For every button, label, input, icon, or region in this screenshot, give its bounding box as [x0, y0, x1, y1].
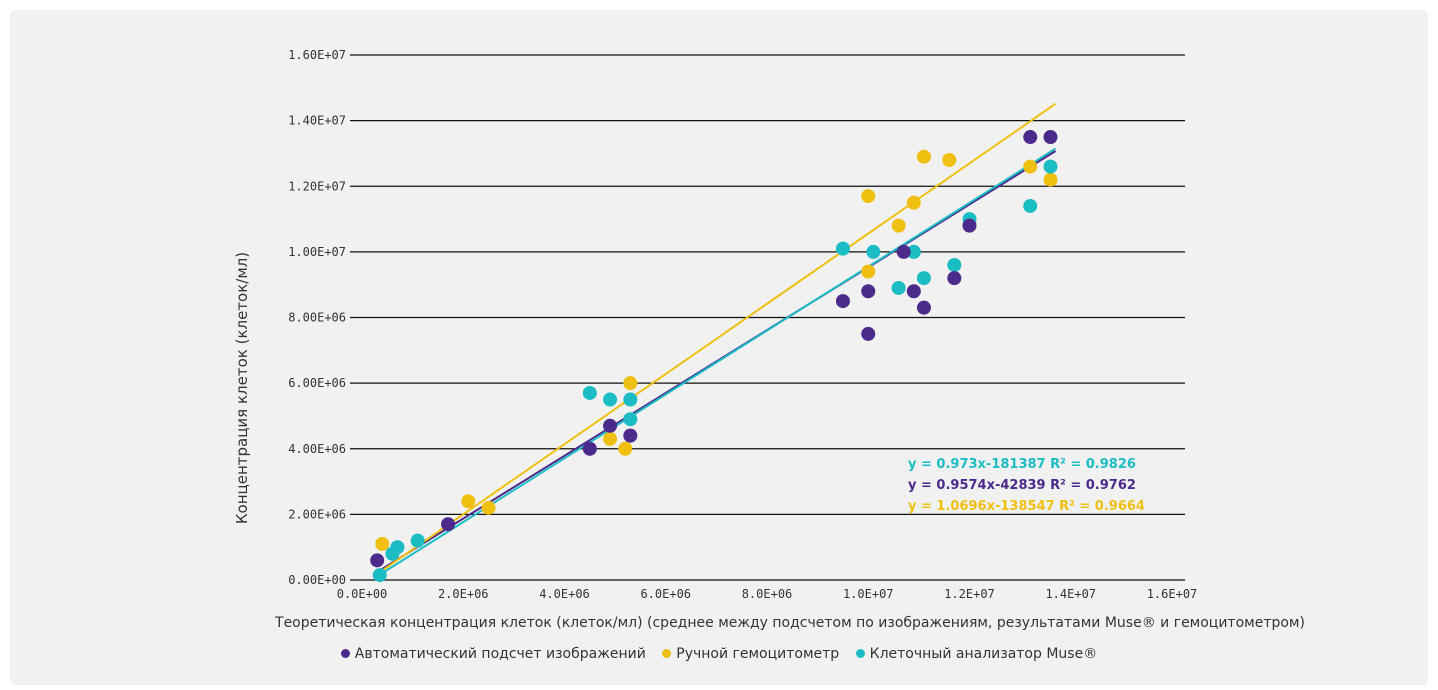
point-s1-3 — [603, 431, 618, 446]
data-points — [370, 130, 1058, 583]
x-tick-label-6: 1.2E+07 — [944, 587, 995, 601]
point-s1-6 — [861, 189, 876, 204]
point-s2-15 — [1023, 198, 1038, 213]
point-s2-3 — [410, 533, 425, 548]
legend-label-muse: Клеточный анализатор Muse® — [869, 646, 1098, 662]
point-s1-4 — [618, 441, 633, 456]
point-s2-13 — [947, 258, 962, 272]
point-s2-6 — [623, 392, 638, 407]
point-s1-0 — [375, 536, 390, 551]
x-tick-label-0: 0.0E+00 — [337, 587, 388, 601]
point-s0-7 — [861, 326, 876, 341]
point-s1-5 — [623, 376, 638, 391]
point-s0-13 — [1023, 130, 1038, 145]
legend-item-auto: Автоматический подсчет изображений — [340, 646, 646, 662]
y-tick-label-4: 8.00E+06 — [288, 311, 346, 325]
point-s0-9 — [906, 284, 921, 299]
x-tick-label-4: 8.0E+06 — [742, 587, 793, 601]
point-s2-7 — [623, 412, 638, 427]
point-s1-7 — [861, 264, 876, 279]
point-s2-12 — [916, 271, 931, 286]
point-s0-0 — [370, 553, 385, 568]
point-s1-10 — [916, 149, 931, 164]
y-axis-label: Концентрация клеток (клеток/мл) — [233, 252, 251, 524]
legend-item-manual: Ручной гемоцитометр — [662, 646, 839, 662]
legend-label-manual: Ручной гемоцитометр — [676, 646, 840, 662]
point-s0-14 — [1043, 130, 1058, 145]
y-tick-label-6: 1.20E+07 — [288, 179, 346, 193]
point-s2-16 — [1043, 159, 1058, 174]
point-s2-0 — [372, 568, 387, 583]
point-s2-9 — [866, 244, 881, 259]
equation-series-2: y = 0.973x-181387 R² = 0.9826 — [908, 457, 1136, 472]
equation-series-1: y = 1.0696x-138547 R² = 0.9664 — [908, 499, 1145, 514]
legend: Автоматический подсчет изображений Ручно… — [0, 646, 1438, 662]
x-tick-label-1: 2.0E+06 — [438, 587, 489, 601]
point-s1-13 — [1043, 172, 1058, 187]
point-s2-8 — [835, 241, 850, 256]
point-s0-12 — [962, 218, 977, 233]
point-s1-2 — [481, 500, 496, 515]
y-tick-label-0: 0.00E+00 — [288, 573, 346, 587]
y-axis-ticks: 0.00E+00 2.00E+06 4.00E+06 6.00E+06 8.00E+06… — [288, 48, 346, 587]
x-tick-label-2: 4.0E+06 — [539, 587, 590, 601]
legend-item-muse: Клеточный анализатор Muse® — [855, 646, 1098, 662]
point-s0-6 — [861, 284, 876, 299]
chart-panel — [10, 10, 1428, 685]
y-tick-label-8: 1.60E+07 — [288, 48, 346, 62]
point-s1-9 — [906, 195, 921, 210]
trendline-series-1 — [376, 102, 1057, 575]
point-s0-2 — [582, 441, 597, 456]
y-tick-label-7: 1.40E+07 — [288, 114, 346, 128]
y-tick-label-2: 4.00E+06 — [288, 442, 346, 456]
point-s1-12 — [1023, 159, 1038, 174]
point-s0-5 — [835, 294, 850, 309]
x-tick-label-3: 6.0E+06 — [640, 587, 691, 601]
point-s2-2 — [390, 540, 405, 555]
x-axis-label: Теоретическая концентрация клеток (клето… — [274, 615, 1305, 631]
legend-label-auto: Автоматический подсчет изображений — [354, 646, 646, 662]
x-axis-ticks: 0.0E+00 2.0E+06 4.0E+06 6.0E+06 8.0E+06 1.0E+… — [337, 587, 1198, 601]
point-s2-4 — [582, 385, 597, 400]
point-s0-10 — [916, 300, 931, 315]
point-s0-11 — [947, 271, 962, 286]
point-s2-10 — [891, 280, 906, 295]
point-s0-4 — [623, 428, 638, 443]
point-s1-1 — [461, 494, 476, 509]
point-s1-11 — [942, 153, 957, 167]
point-s1-8 — [891, 218, 906, 233]
legend-marker-muse — [855, 649, 865, 658]
x-tick-label-8: 1.6E+07 — [1147, 587, 1198, 601]
scatter-chart: 0.00E+00 2.00E+06 4.00E+06 6.00E+06 8.00E+06… — [233, 48, 1305, 631]
equation-series-0: y = 0.9574x-42839 R² = 0.9762 — [908, 478, 1136, 493]
point-s2-5 — [603, 392, 618, 407]
x-tick-label-7: 1.4E+07 — [1045, 587, 1096, 601]
grid-lines — [350, 54, 1185, 581]
point-s0-8 — [896, 244, 911, 259]
point-s0-1 — [441, 517, 456, 532]
trendline-equations: y = 0.973x-181387 R² = 0.9826 y = 0.9574x… — [908, 457, 1145, 514]
legend-marker-manual — [662, 649, 672, 658]
legend-marker-auto — [340, 649, 350, 658]
y-tick-label-5: 1.00E+07 — [288, 245, 346, 259]
y-tick-label-1: 2.00E+06 — [288, 507, 346, 521]
x-tick-label-5: 1.0E+07 — [843, 587, 894, 601]
point-s0-3 — [603, 418, 618, 433]
y-tick-label-3: 6.00E+06 — [288, 376, 346, 390]
point-s2-11 — [906, 244, 921, 259]
